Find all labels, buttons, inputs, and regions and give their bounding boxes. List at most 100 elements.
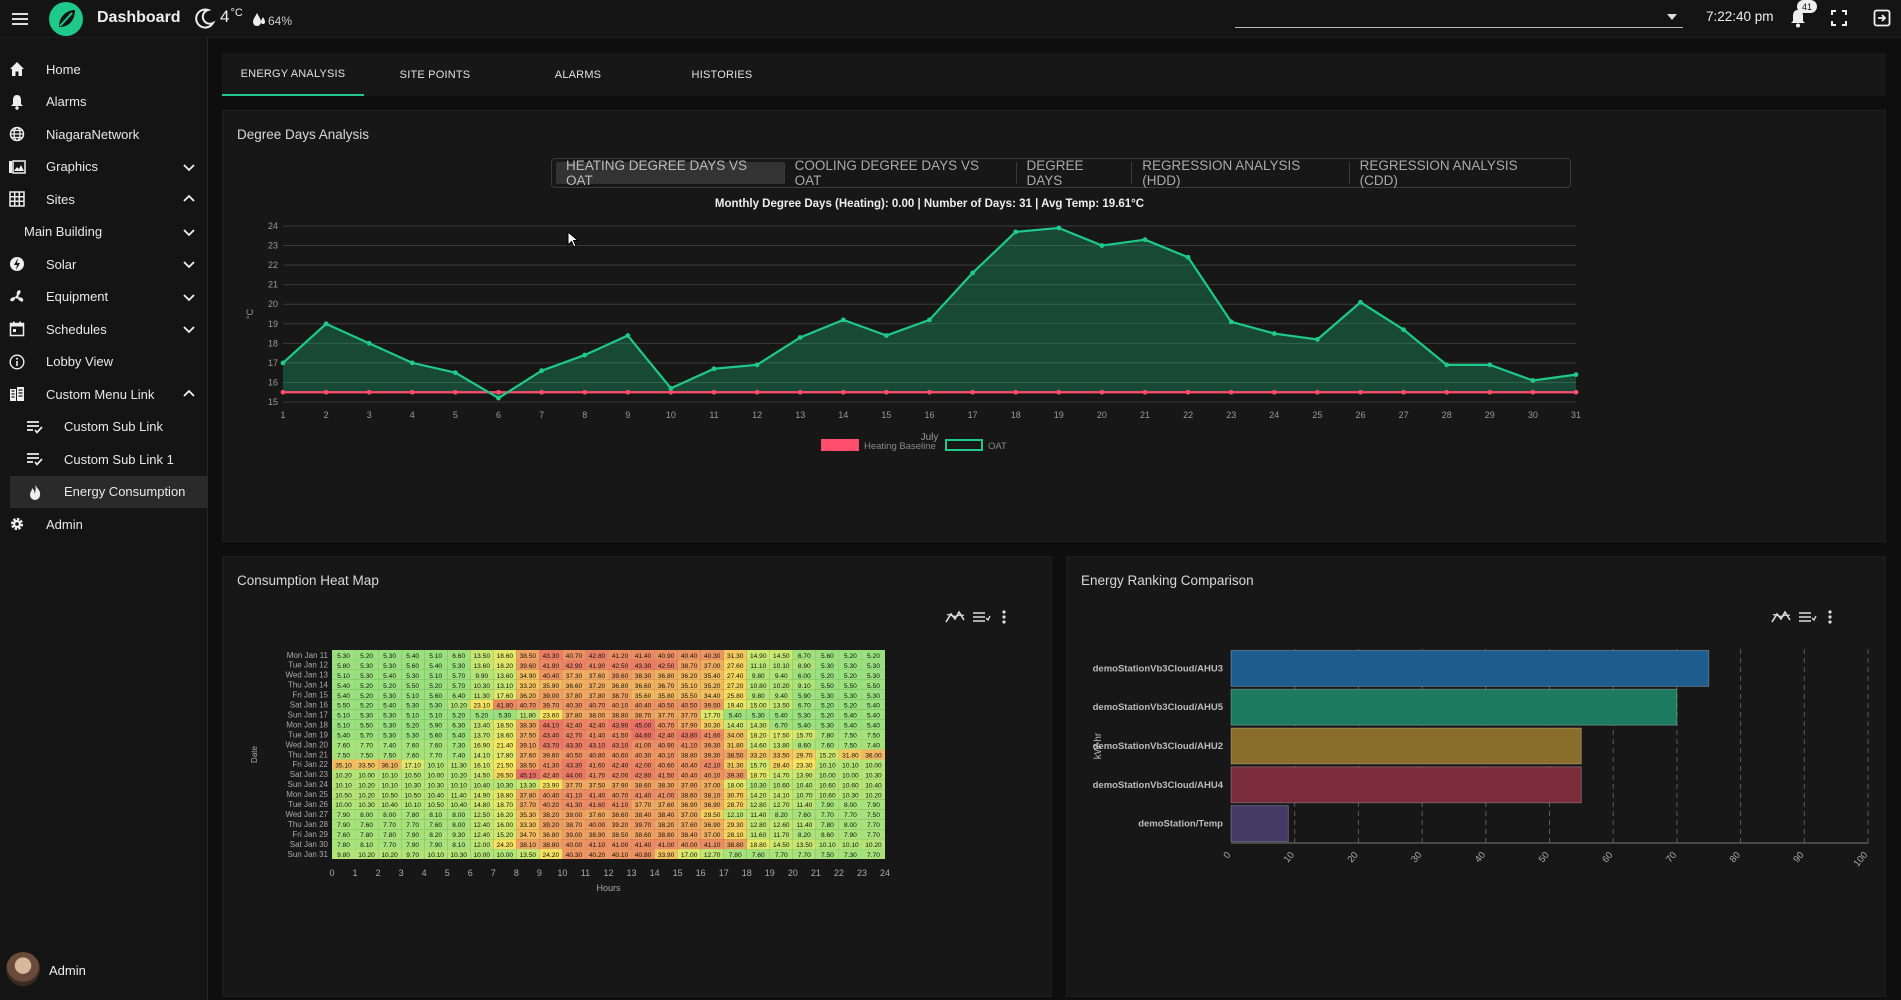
heat-cell [447, 849, 471, 859]
tab-site-points[interactable]: SITE POINTS [399, 68, 471, 81]
sidebar-item-admin[interactable]: Admin [0, 508, 208, 541]
x-tick-label: 25 [1312, 410, 1322, 420]
tab-bar: ENERGY ANALYSIS SITE POINTS ALARMS HISTO… [222, 53, 1886, 96]
heat-cell [792, 849, 816, 859]
heat-cell [700, 759, 724, 770]
sidebar-item-custom-menu-link[interactable]: Custom Menu Link [0, 378, 208, 411]
heat-cell-label: 41.80 [497, 703, 514, 710]
tab-alarms[interactable]: ALARMS [554, 68, 602, 81]
heat-cell [838, 689, 862, 700]
heat-cell-label: 29.50 [704, 812, 721, 819]
heat-cell [861, 719, 885, 730]
row-label: Fri Jan 15 [292, 691, 328, 700]
tab-histories[interactable]: HISTORIES [691, 68, 753, 81]
oat-point [1142, 237, 1148, 243]
heat-cell-label: 7.90 [429, 842, 442, 849]
segment-heating-dd-vs-oat[interactable]: HEATING DEGREE DAYS VS OAT [556, 158, 785, 188]
heat-cell [815, 669, 839, 680]
energy-ranking-bar-chart[interactable]: 0 10 20 30 40 50 60 70 80 90 100 demoStationVb3Clou… [1067, 647, 1887, 997]
heat-cell-label: 40.70 [658, 723, 675, 730]
heat-cell [700, 779, 724, 790]
heat-cell-label: 10.00 [427, 772, 444, 779]
heat-cell [677, 829, 701, 840]
heating-baseline-point [927, 389, 932, 395]
logout-icon[interactable] [1873, 9, 1891, 27]
heat-cell [792, 769, 816, 780]
chart-mode-selector: HEATING DEGREE DAYS VS OAT COOLING DEGRE… [551, 158, 1571, 188]
row-label: Sat Jan 30 [290, 840, 329, 849]
heat-cell [815, 759, 839, 770]
app-logo[interactable] [48, 1, 84, 37]
degree-days-line-chart[interactable]: Monthly Degree Days (Heating): 0.00 | Nu… [223, 193, 1887, 543]
oat-point [970, 270, 975, 276]
data-view-icon[interactable] [1797, 609, 1817, 625]
heat-cell-label: 44.60 [635, 733, 652, 740]
sidebar-item-main-building[interactable]: Main Building [0, 216, 208, 249]
heat-cell-label: 10.20 [358, 852, 375, 859]
avatar[interactable] [6, 952, 40, 986]
segment-degree-days[interactable]: DEGREE DAYS [1017, 158, 1133, 188]
sidebar-item-sites[interactable]: Sites [0, 183, 208, 216]
sidebar-item-schedules[interactable]: Schedules [0, 313, 208, 346]
fullscreen-icon[interactable] [1831, 10, 1847, 26]
segment-regression-cdd[interactable]: REGRESSION ANALYSIS (CDD) [1359, 158, 1518, 188]
heat-cell-label: 5.10 [429, 713, 442, 720]
chart-type-icon[interactable] [1771, 609, 1791, 625]
heat-cell-label: 5.20 [821, 713, 834, 720]
heat-cell [677, 789, 701, 800]
heat-cell [493, 709, 517, 720]
flame-icon [26, 483, 44, 501]
oat-point [927, 317, 932, 323]
heat-cell-label: 10.20 [358, 792, 375, 799]
heat-cell-label: 33.90 [658, 852, 675, 859]
chart-type-icon[interactable] [945, 609, 965, 625]
heat-cell [792, 799, 816, 810]
segment-cooling-dd-vs-oat[interactable]: COOLING DEGREE DAYS VS OAT [785, 158, 1017, 188]
sidebar-item-energy-consumption[interactable]: Energy Consumption [10, 475, 208, 508]
heat-cell-label: 24.20 [543, 852, 560, 859]
sidebar-item-equipment[interactable]: Equipment [0, 281, 208, 314]
heat-map-panel: Consumption Heat Map Mon Jan 11 5.30 5.20 5… [222, 556, 1052, 997]
heat-cell [815, 799, 839, 810]
heat-cell [746, 719, 770, 730]
heat-cell-label: 5.40 [867, 713, 880, 720]
sidebar-item-solar[interactable]: Solar [0, 248, 208, 281]
y-tick-label: 22 [268, 260, 278, 270]
more-options-icon[interactable] [1823, 609, 1837, 625]
heat-cell-label: 45.10 [520, 772, 537, 779]
heat-cell [585, 650, 609, 660]
sidebar-item-lobby-view[interactable]: Lobby View [0, 346, 208, 379]
segment-regression-hdd[interactable]: REGRESSION ANALYSIS (HDD) [1132, 158, 1350, 188]
sidebar-item-home[interactable]: Home [0, 53, 208, 86]
heat-cell [769, 809, 793, 820]
tab-energy-analysis[interactable]: ENERGY ANALYSIS [222, 53, 364, 96]
heat-cell [493, 829, 517, 840]
heating-baseline-point [496, 389, 501, 395]
sidebar-item-niagaranetwork[interactable]: NiagaraNetwork [0, 118, 208, 151]
heat-cell [332, 689, 356, 700]
heat-cell-label: 5.10 [406, 713, 419, 720]
heat-cell-label: 41.00 [635, 743, 652, 750]
notification-bell-icon[interactable] [1788, 7, 1810, 29]
consumption-heat-map[interactable]: Mon Jan 11 5.30 5.20 5.30 5.40 5.10 6.60 13.50 1… [223, 647, 1053, 997]
heat-cell [355, 650, 379, 660]
data-view-icon[interactable] [971, 609, 991, 625]
x-tick-label: 19 [765, 868, 775, 878]
sidebar-item-custom-sub-link[interactable]: Custom Sub Link [0, 411, 208, 444]
station-select[interactable] [1235, 8, 1683, 28]
heat-cell-label: 36.80 [658, 673, 675, 680]
heat-cell [838, 759, 862, 770]
heat-cell-label: 12.00 [474, 842, 491, 849]
heat-cell [631, 669, 655, 680]
sidebar-item-custom-sub-link-1[interactable]: Custom Sub Link 1 [0, 443, 208, 476]
more-options-icon[interactable] [997, 609, 1011, 625]
solar-icon [8, 255, 26, 273]
hamburger-menu-icon[interactable] [10, 9, 30, 29]
heat-cell-label: 5.30 [383, 693, 396, 700]
heat-cell-label: 17.70 [704, 713, 721, 720]
sidebar-item-alarms[interactable]: Alarms [0, 86, 208, 119]
heat-cell [792, 749, 816, 760]
heat-cell-label: 11.70 [773, 832, 789, 839]
sidebar-item-graphics[interactable]: Graphics [0, 151, 208, 184]
heat-cell [401, 679, 425, 690]
